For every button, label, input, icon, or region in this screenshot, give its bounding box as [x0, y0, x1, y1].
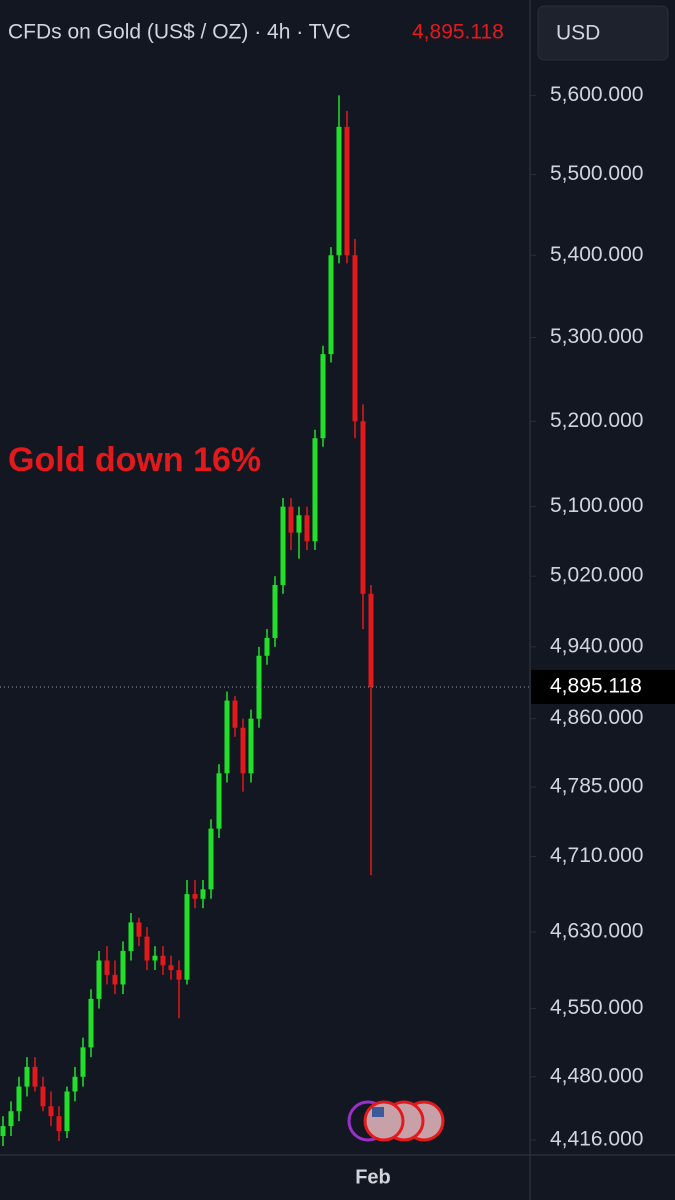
y-tick-label: 5,300.000	[550, 325, 643, 348]
candle-body	[344, 126, 350, 256]
candle-body	[296, 515, 302, 533]
candle-body	[288, 506, 294, 533]
candle-body	[232, 700, 238, 728]
candle-body	[256, 655, 262, 719]
candle-body	[280, 506, 286, 585]
y-tick-label: 5,400.000	[550, 243, 643, 266]
candle-body	[120, 950, 126, 985]
candle-body	[160, 955, 166, 966]
y-tick-label: 4,785.000	[550, 775, 643, 798]
y-tick-label: 4,480.000	[550, 1064, 643, 1087]
candle-body	[48, 1106, 54, 1117]
candle-body	[184, 894, 190, 980]
header-price: 4,895.118	[412, 21, 504, 44]
candle-body	[16, 1086, 22, 1112]
currency-label[interactable]: USD	[556, 22, 600, 45]
candle-body	[208, 828, 214, 890]
y-tick-label: 5,200.000	[550, 409, 643, 432]
y-tick-label: 4,416.000	[550, 1128, 643, 1151]
candle-body	[328, 255, 334, 355]
candle-body	[264, 637, 270, 656]
y-tick-label: 5,600.000	[550, 83, 643, 106]
candle-body	[248, 718, 254, 774]
candle-body	[176, 970, 182, 980]
candle-body	[88, 998, 94, 1048]
last-price-label: 4,895.118	[550, 675, 642, 698]
y-tick-label: 4,550.000	[550, 996, 643, 1019]
y-tick-label: 4,940.000	[550, 634, 643, 657]
candle-body	[240, 727, 246, 774]
candle-body	[104, 960, 110, 975]
candle-body	[80, 1047, 86, 1077]
y-tick-label: 5,500.000	[550, 162, 643, 185]
event-icons[interactable]	[347, 1100, 445, 1142]
candle-body	[368, 593, 374, 687]
candle-body	[112, 974, 118, 985]
annotation: Gold down 16%	[8, 441, 261, 479]
y-tick-label: 4,710.000	[550, 844, 643, 867]
candle-body	[304, 515, 310, 542]
currency-button[interactable]	[537, 5, 669, 61]
candle-body	[200, 889, 206, 899]
candle-body	[360, 421, 366, 594]
y-tick-label: 4,860.000	[550, 706, 643, 729]
candle-body	[272, 584, 278, 638]
candle-body	[192, 894, 198, 899]
candle-body	[24, 1066, 30, 1087]
candle-body	[8, 1111, 14, 1127]
y-tick-label: 5,020.000	[550, 564, 643, 587]
candle-body	[152, 955, 158, 961]
candle-body	[216, 773, 222, 829]
last-price-box	[531, 669, 675, 704]
candle-body	[312, 438, 318, 542]
flag-canton	[372, 1107, 384, 1117]
candle-body	[56, 1116, 62, 1132]
candle-body	[224, 700, 230, 774]
candle-body	[136, 922, 142, 937]
candle-body	[144, 936, 150, 961]
candle-body	[32, 1066, 38, 1087]
candle-body	[0, 1126, 6, 1137]
y-tick-label: 4,630.000	[550, 919, 643, 942]
candle-body	[168, 965, 174, 971]
chart-title: CFDs on Gold (US$ / OZ) · 4h · TVC	[8, 21, 351, 44]
candle-body	[96, 960, 102, 999]
candle-body	[336, 126, 342, 256]
candle-body	[352, 255, 358, 422]
y-tick-label: 5,100.000	[550, 494, 643, 517]
candle-body	[128, 922, 134, 951]
x-tick-label: Feb	[355, 1166, 391, 1188]
candle-body	[40, 1086, 46, 1107]
candle-body	[320, 354, 326, 439]
candle-body	[72, 1076, 78, 1092]
candle-body	[64, 1091, 70, 1132]
